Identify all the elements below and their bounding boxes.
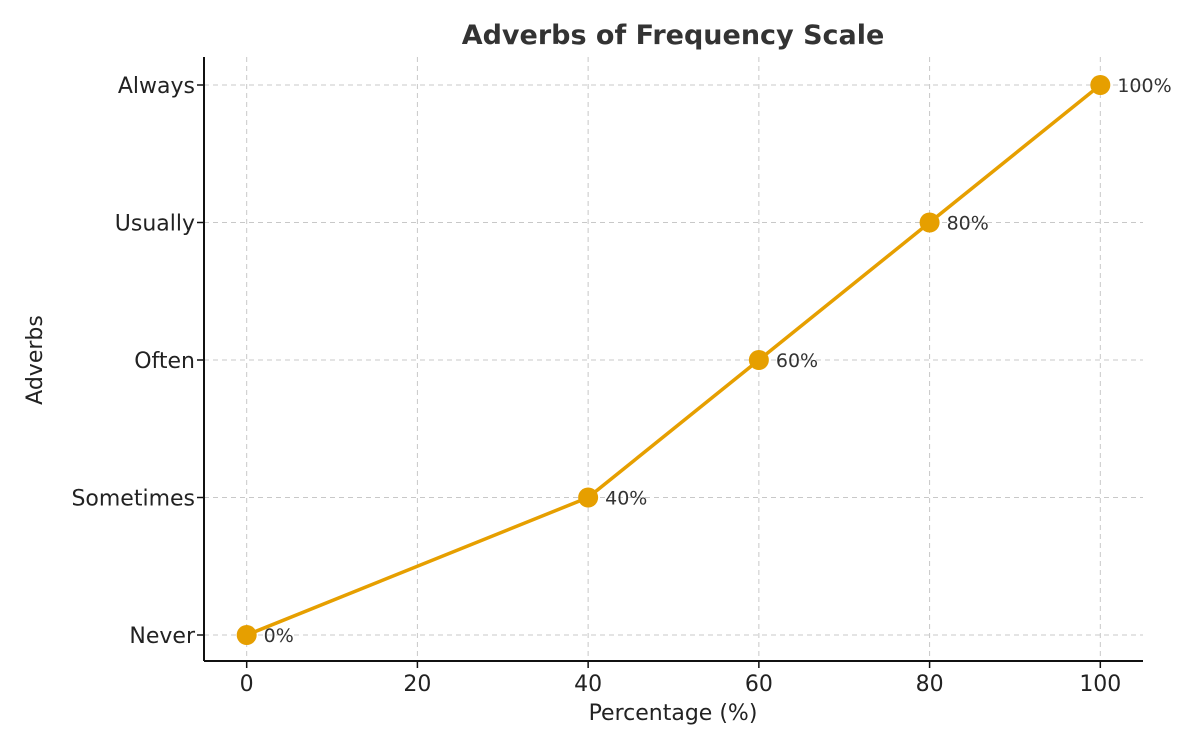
axes: 0 20 40 60 80 100 Never Sometimes Often Usually Al… xyxy=(71,57,1143,697)
data-point xyxy=(1090,75,1111,95)
y-tick-label: Often xyxy=(134,349,195,374)
data-label: 40% xyxy=(605,488,647,510)
x-tick-label: 40 xyxy=(574,672,602,697)
data-label: 80% xyxy=(947,213,989,235)
chart-title: Adverbs of Frequency Scale xyxy=(462,20,885,51)
data-point xyxy=(919,212,940,233)
x-tick-label: 100 xyxy=(1079,672,1121,697)
data-point xyxy=(578,487,599,508)
series-layer: 0% 40% 60% 80% 100% xyxy=(236,75,1172,647)
x-tick-label: 60 xyxy=(745,672,773,697)
data-point xyxy=(236,625,257,645)
y-axis-label: Adverbs xyxy=(23,315,48,405)
y-tick-label: Usually xyxy=(115,212,195,237)
data-label: 100% xyxy=(1117,75,1171,97)
y-tick-label: Sometimes xyxy=(71,487,195,512)
y-tick-label: Always xyxy=(118,74,195,99)
grid-lines xyxy=(204,57,1143,661)
x-tick-label: 20 xyxy=(403,672,431,697)
data-label: 60% xyxy=(776,350,818,372)
data-point xyxy=(748,350,769,370)
x-tick-label: 0 xyxy=(240,672,254,697)
y-tick-label: Never xyxy=(129,624,196,649)
x-tick-label: 80 xyxy=(916,672,944,697)
data-label: 0% xyxy=(264,625,294,647)
x-axis-label: Percentage (%) xyxy=(589,701,758,726)
